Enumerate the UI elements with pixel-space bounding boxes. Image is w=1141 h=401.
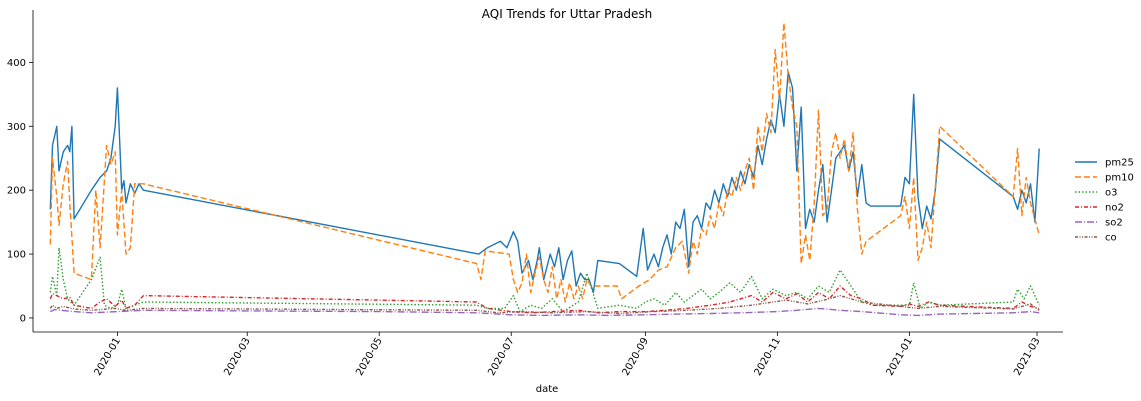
y-tick-label: 100	[7, 250, 26, 261]
legend: pm25 pm10 o3 no2 so2 co	[1075, 158, 1134, 244]
series-line-no2	[49, 285, 1040, 314]
x-tick-label: 2020-03	[222, 336, 252, 378]
x-axis-label: date	[536, 384, 559, 395]
series-line-o3	[49, 247, 1040, 313]
x-tick-label: 2020-05	[354, 336, 384, 378]
x-tick-label: 2021-01	[885, 336, 915, 378]
series-layer	[49, 22, 1040, 317]
legend-label-pm10: pm10	[1105, 173, 1134, 184]
chart-title: AQI Trends for Uttar Pradesh	[482, 7, 652, 21]
x-tick-label: 2020-11	[753, 336, 783, 378]
y-tick-label: 0	[20, 313, 26, 324]
series-line-pm10	[49, 22, 1040, 303]
legend-label-so2: so2	[1105, 218, 1123, 229]
y-tick-label: 300	[7, 122, 26, 133]
legend-label-pm25: pm25	[1105, 158, 1134, 169]
legend-label-o3: o3	[1105, 188, 1117, 199]
y-tick-label: 200	[7, 186, 26, 197]
x-tick-label: 2020-09	[621, 336, 651, 378]
series-line-pm25	[49, 71, 1040, 294]
legend-label-co: co	[1105, 233, 1117, 244]
x-tick-label: 2020-07	[486, 336, 516, 378]
x-tick-label: 2020-01	[93, 336, 123, 378]
series-line-co	[49, 294, 1040, 315]
y-tick-label: 400	[7, 58, 26, 69]
x-tick-label: 2021-03	[1012, 336, 1042, 378]
series-line-so2	[50, 307, 1040, 317]
legend-label-no2: no2	[1105, 203, 1124, 214]
